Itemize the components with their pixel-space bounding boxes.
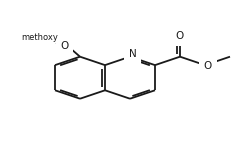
Text: methoxy: methoxy [22,33,59,41]
Text: O: O [204,61,212,71]
Text: O: O [60,41,68,51]
Text: O: O [176,31,184,41]
Text: N: N [128,49,136,59]
